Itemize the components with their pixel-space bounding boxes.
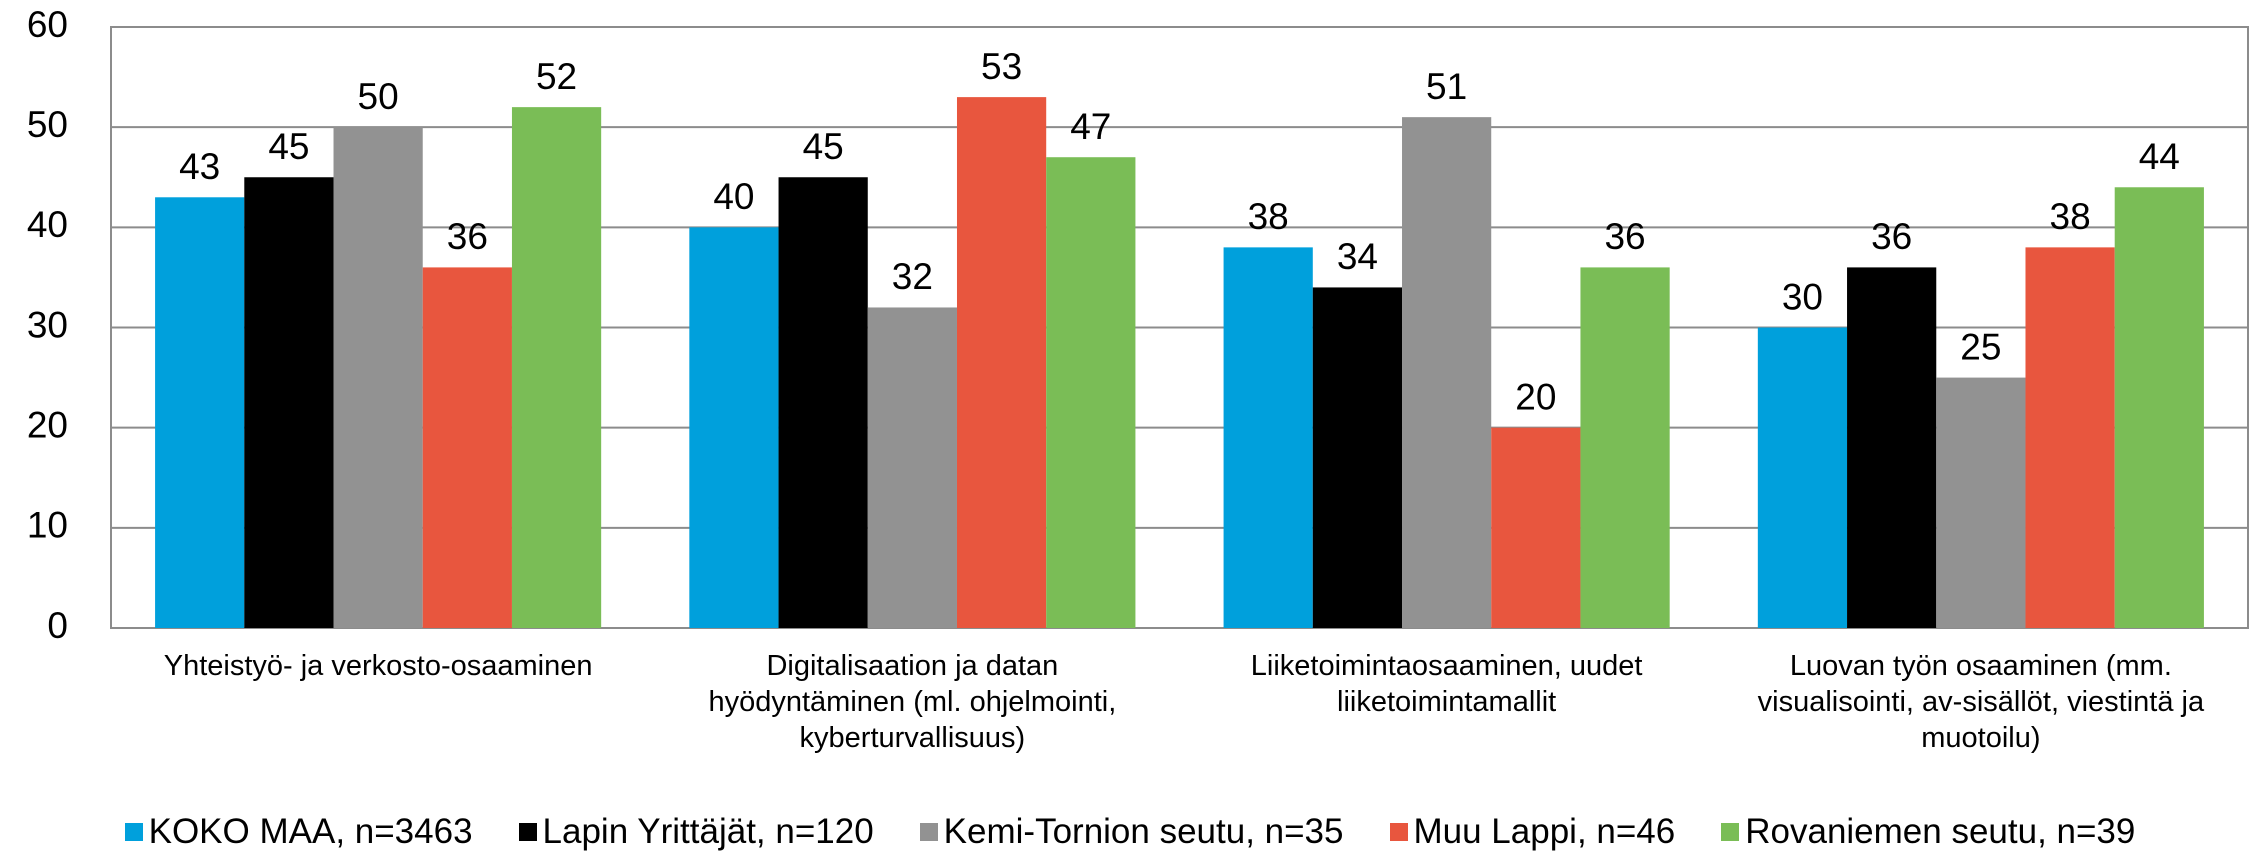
legend-label: KOKO MAA, n=3463 [148, 812, 473, 851]
plot-border [110, 26, 2249, 629]
y-tick-label: 40 [27, 204, 68, 245]
legend-item: Muu Lappi, n=46 [1389, 812, 1676, 852]
bar [244, 177, 334, 628]
data-label: 34 [1337, 236, 1378, 277]
x-tick-label: Yhteistyö- ja verkosto-osaaminen [163, 650, 593, 682]
data-label: 38 [2050, 196, 2091, 237]
bar [511, 107, 602, 629]
x-tick-label: Luovan työn osaaminen (mm. visualisointi… [1757, 650, 2205, 754]
data-label: 20 [1515, 376, 1556, 417]
data-label: 36 [447, 216, 488, 257]
data-label: 47 [1070, 106, 1111, 147]
bar [1491, 427, 1581, 628]
data-label: 40 [713, 176, 754, 217]
bar [1936, 377, 2026, 628]
bar [1580, 267, 1670, 628]
bar [422, 267, 512, 628]
bar [778, 177, 868, 628]
data-label: 45 [268, 126, 309, 167]
data-label: 52 [536, 56, 577, 97]
y-tick-label: 20 [27, 404, 68, 445]
data-label: 51 [1426, 66, 1467, 107]
bar [1046, 157, 1136, 628]
bar [1223, 247, 1313, 628]
bar [689, 227, 779, 629]
data-label: 36 [1871, 216, 1912, 257]
bar [2114, 187, 2204, 628]
bar [333, 127, 423, 629]
legend-item: KOKO MAA, n=3463 [124, 812, 473, 852]
data-label: 50 [358, 76, 399, 117]
bar [1312, 287, 1403, 628]
legend-item: Rovaniemen seutu, n=39 [1721, 812, 2135, 852]
y-tick-label: 10 [27, 505, 68, 546]
legend-item: Kemi-Tornion seutu, n=35 [919, 812, 1344, 852]
legend-label: Muu Lappi, n=46 [1413, 812, 1676, 851]
data-label: 30 [1782, 276, 1823, 317]
bar [2025, 247, 2115, 628]
data-label: 45 [803, 126, 844, 167]
legend-swatch [124, 823, 143, 841]
data-label: 43 [179, 146, 220, 187]
y-tick-label: 30 [27, 304, 68, 345]
legend-swatch [518, 823, 537, 841]
legend-swatch [919, 823, 938, 841]
data-label: 36 [1604, 216, 1645, 257]
legend-swatch [1389, 823, 1408, 841]
x-tick-label: Liiketoimintaosaaminen, uudet liiketoimi… [1250, 650, 1643, 718]
bar [155, 197, 245, 629]
y-tick-label: 0 [47, 605, 68, 646]
legend-label: Rovaniemen seutu, n=39 [1745, 812, 2136, 851]
y-tick-label: 60 [27, 4, 68, 45]
legend-label: Lapin Yrittäjät, n=120 [542, 812, 874, 851]
legend: KOKO MAA, n=3463 Lapin Yrittäjät, n=120 Ke… [0, 812, 2260, 852]
legend-label: Kemi-Tornion seutu, n=35 [943, 812, 1344, 851]
data-label: 53 [981, 46, 1022, 87]
data-label: 32 [892, 256, 933, 297]
data-label: 38 [1248, 196, 1289, 237]
x-tick-label: Digitalisaation ja datan hyödyntäminen (… [708, 650, 1117, 754]
bar [1402, 117, 1492, 629]
legend-swatch [1721, 823, 1740, 841]
bar [867, 307, 957, 628]
data-label: 44 [2139, 136, 2180, 177]
bar [1847, 267, 1937, 628]
bar [956, 97, 1047, 628]
data-label: 25 [1960, 326, 2001, 367]
y-tick-label: 50 [27, 104, 68, 145]
legend-item: Lapin Yrittäjät, n=120 [518, 812, 874, 852]
bar [1757, 327, 1848, 628]
